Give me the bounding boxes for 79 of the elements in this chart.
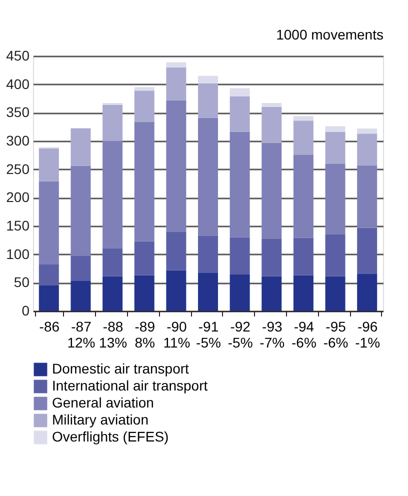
bar: [134, 275, 154, 311]
y-tick-label: 200: [6, 189, 30, 206]
x-tick-label: -87 12%: [67, 318, 96, 350]
bar: [38, 286, 59, 311]
x-tick-label: -94 -6%: [292, 318, 316, 350]
bar: [134, 241, 154, 276]
bar: [198, 236, 218, 274]
bar: [230, 132, 250, 238]
bar: [262, 142, 282, 240]
bar: [325, 164, 346, 234]
bar: [134, 87, 154, 91]
bar: [38, 264, 59, 286]
bar: [293, 238, 314, 276]
bar: [293, 275, 314, 311]
x-tick-label: -88 13%: [99, 318, 128, 350]
bar: [198, 273, 218, 311]
bar: [325, 132, 346, 164]
legend-label: General aviation: [52, 394, 154, 410]
legend-label: International air transport: [52, 378, 208, 394]
bar: [230, 88, 250, 96]
bar: [262, 107, 282, 143]
x-tick-label: -92 -5%: [228, 318, 253, 350]
bar: [262, 276, 282, 311]
y-tick-label: 0: [22, 302, 30, 318]
x-tick-label: -95 -6%: [323, 318, 348, 350]
bar: [293, 116, 314, 121]
legend-label: Overflights (EFES): [52, 428, 169, 444]
bar: [198, 118, 218, 236]
bar: [230, 237, 250, 274]
bar: [134, 122, 154, 242]
bar: [357, 128, 378, 134]
y-tick-label: 400: [6, 76, 30, 92]
x-tick-label: -96 -1%: [355, 318, 380, 350]
bar: [166, 100, 186, 232]
legend-label: Domestic air transport: [52, 360, 190, 376]
bar: [293, 120, 314, 155]
bar: [134, 90, 154, 122]
x-tick-label: -91 -5%: [196, 318, 221, 350]
x-tick-label: -89 8%: [134, 318, 156, 350]
bar: [198, 83, 218, 118]
x-tick-label: -90 11%: [163, 318, 190, 350]
y-tick-label: 450: [6, 48, 30, 64]
bar: [357, 274, 378, 311]
bar: [70, 166, 91, 256]
bar: [262, 239, 282, 276]
y-tick-label: 50: [14, 274, 30, 290]
y-tick-label: 150: [6, 218, 30, 234]
bar: [102, 141, 123, 248]
bar: [230, 274, 250, 311]
bar: [70, 280, 91, 311]
bar: [102, 276, 123, 311]
bar: [198, 76, 218, 84]
y-tick-label: 350: [6, 104, 30, 120]
bar: [357, 134, 378, 166]
bar: [102, 248, 123, 276]
bar: [102, 104, 123, 141]
y-tick-label: 300: [6, 132, 30, 148]
bar: [166, 67, 186, 100]
y-tick-label: 250: [6, 160, 30, 177]
bar: [325, 126, 346, 132]
bar: [293, 154, 314, 238]
bar: [357, 165, 378, 228]
x-tick-label: -86: [39, 318, 60, 334]
y-axis-title: 1000 movements: [276, 26, 384, 42]
bar: [38, 181, 59, 265]
y-tick-label: 100: [6, 246, 30, 262]
bar: [166, 232, 186, 270]
bar: [38, 148, 59, 182]
bar: [325, 234, 346, 276]
bar: [70, 256, 91, 281]
bar: [262, 103, 282, 107]
bar: [357, 228, 378, 274]
bar: [166, 62, 186, 68]
legend-label: Military aviation: [52, 412, 148, 428]
bar: [230, 96, 250, 132]
bar: [325, 276, 346, 311]
x-tick-label: -93 -7%: [260, 318, 285, 350]
bar: [70, 128, 91, 166]
bar: [166, 270, 186, 311]
